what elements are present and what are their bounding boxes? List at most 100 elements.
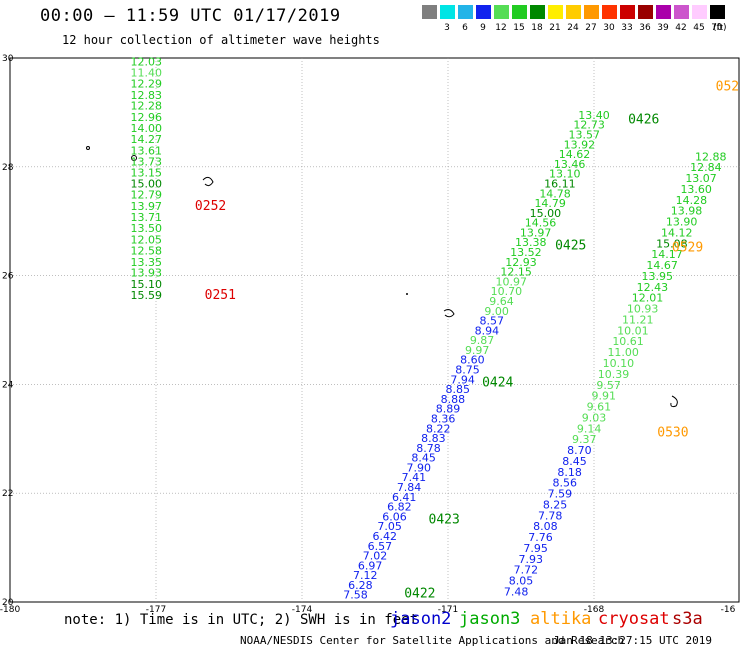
colorbar-swatch — [458, 5, 473, 19]
island-shape — [670, 395, 678, 408]
data-label: 10.93 — [627, 303, 659, 316]
data-label: 8.88 — [441, 393, 466, 406]
x-tick-label: -177 — [146, 605, 166, 615]
data-label: 8.56 — [553, 477, 578, 490]
colorbar-tick-label: 24 — [567, 23, 579, 33]
data-label: 11.00 — [607, 346, 639, 359]
legend-jason2: jason2 — [390, 609, 452, 629]
data-label: 8.45 — [562, 455, 587, 468]
data-label: 11.21 — [622, 313, 654, 326]
data-label: 7.90 — [407, 461, 432, 474]
data-label: 12.15 — [500, 266, 532, 279]
data-label: 8.45 — [411, 452, 436, 465]
data-label: 7.12 — [353, 569, 378, 582]
data-label: 6.82 — [387, 501, 412, 514]
legend-cryosat: cryosat — [598, 609, 670, 629]
colorbar-swatch — [476, 5, 491, 19]
data-label: 10.01 — [617, 324, 649, 337]
data-label: 15.59 — [131, 289, 163, 302]
x-tick-label: -174 — [292, 605, 313, 615]
pass-time-label: 0426 — [628, 112, 659, 127]
y-tick-label: 26 — [2, 272, 14, 282]
data-label: 8.94 — [475, 324, 500, 337]
data-label: 12.88 — [695, 150, 727, 163]
pass-time-label: 0423 — [429, 513, 460, 528]
credit-line: NOAA/NESDIS Center for Satellite Applica… — [240, 634, 625, 647]
colorbar-swatch — [530, 5, 545, 19]
data-label: 8.85 — [445, 383, 470, 396]
plot-frame — [9, 57, 740, 603]
data-label: 10.61 — [612, 335, 644, 348]
colorbar-swatch — [674, 5, 689, 19]
colorbar-swatch — [602, 5, 617, 19]
colorbar-tick-label: 21 — [549, 23, 561, 33]
data-label: 12.73 — [573, 119, 605, 132]
colorbar-tick-label: 3 — [444, 23, 450, 33]
data-label: 7.76 — [528, 531, 553, 544]
data-label: 8.36 — [431, 412, 456, 425]
data-label: 7.02 — [363, 550, 388, 563]
data-label: 14.12 — [661, 226, 693, 239]
data-label: 8.18 — [557, 466, 582, 479]
data-label: 12.96 — [131, 111, 163, 124]
x-tick-label: -180 — [0, 605, 20, 615]
data-label: 13.38 — [515, 236, 547, 249]
data-label: 13.71 — [131, 211, 163, 224]
data-label: 9.64 — [489, 295, 514, 308]
data-label: 13.10 — [549, 168, 581, 181]
data-label: 9.14 — [577, 422, 602, 435]
colorbar-tick-label: 9 — [480, 23, 486, 33]
data-label: 12.58 — [131, 244, 163, 257]
island-shape — [86, 146, 90, 150]
data-label: 13.35 — [131, 256, 163, 269]
data-label: 13.98 — [671, 205, 703, 218]
data-label: 8.05 — [509, 575, 534, 588]
data-label: 6.41 — [392, 491, 417, 504]
island-shape — [406, 293, 408, 295]
pass-time-label: 0425 — [555, 238, 586, 253]
y-tick-label: 24 — [2, 380, 14, 390]
island-shape — [131, 155, 137, 161]
data-label: 6.28 — [348, 579, 373, 592]
data-label: 7.84 — [397, 481, 422, 494]
data-label: 7.93 — [518, 553, 543, 566]
data-label: 8.60 — [460, 354, 485, 367]
pass-time-label: 0528 — [716, 80, 740, 95]
x-tick-label: -16 — [721, 605, 736, 615]
data-label: 13.07 — [685, 172, 717, 185]
data-label: 15.10 — [131, 278, 163, 291]
data-label: 15.08 — [656, 237, 688, 250]
colorbar-tick-label: 42 — [675, 23, 687, 33]
pass-time-label: 0529 — [672, 241, 703, 256]
colorbar-swatch — [440, 5, 455, 19]
colorbar-tick-label: 6 — [462, 23, 468, 33]
legend-jason3: jason3 — [459, 609, 521, 629]
data-label: 7.95 — [523, 542, 548, 555]
data-label: 12.43 — [637, 281, 669, 294]
colorbar-tick-label: 30 — [603, 23, 615, 33]
data-label: 7.58 — [343, 589, 368, 602]
colorbar-swatch — [656, 5, 671, 19]
data-label: 7.48 — [504, 585, 529, 598]
data-label: 11.40 — [131, 66, 163, 79]
data-label: 13.57 — [569, 129, 601, 142]
data-label: 14.00 — [131, 122, 163, 135]
data-label: 13.15 — [131, 167, 163, 180]
generated-timestamp: Jan 18 13:27:15 UTC 2019 — [553, 634, 712, 647]
colorbar-swatch — [584, 5, 599, 19]
pass-time-label: 0424 — [482, 376, 513, 391]
island-shape — [443, 309, 455, 318]
data-label: 9.91 — [591, 390, 616, 403]
data-label: 14.78 — [539, 187, 571, 200]
y-tick-label: 22 — [2, 489, 13, 499]
data-label: 12.83 — [131, 89, 163, 102]
colorbar-tick-label: 45 — [693, 23, 705, 33]
colorbar-swatch — [548, 5, 563, 19]
data-label: 7.72 — [514, 564, 539, 577]
data-label: 10.97 — [496, 275, 528, 288]
data-label: 9.00 — [484, 305, 509, 318]
data-label: 8.08 — [533, 520, 558, 533]
data-label: 13.90 — [666, 216, 698, 229]
colorbar-tick-label: 39 — [657, 23, 669, 33]
data-label: 10.10 — [603, 357, 635, 370]
